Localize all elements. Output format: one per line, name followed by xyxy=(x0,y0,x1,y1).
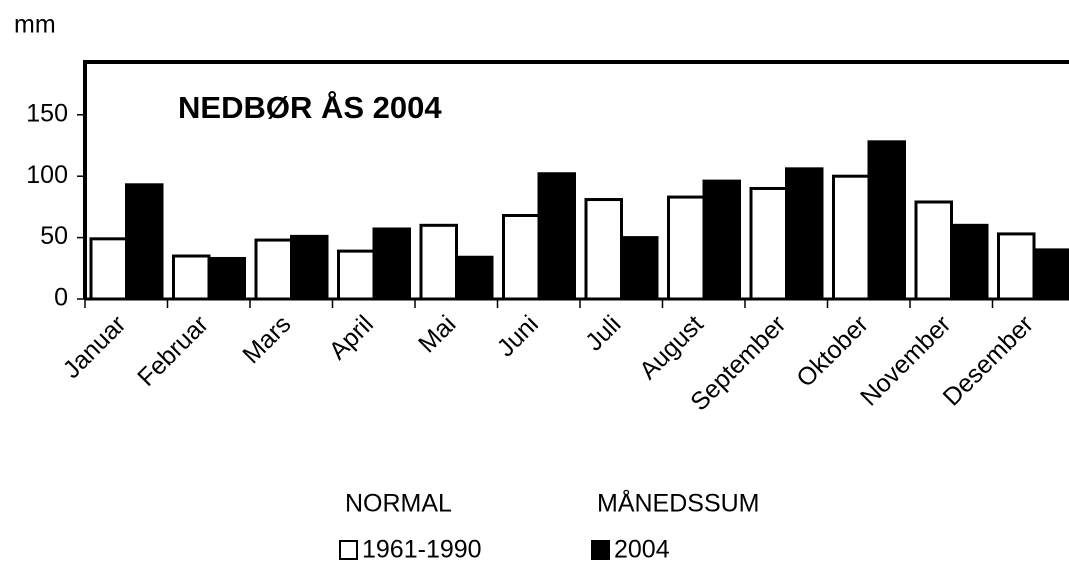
bar xyxy=(337,249,376,301)
bar xyxy=(254,238,293,301)
bar xyxy=(584,198,623,301)
bar xyxy=(290,234,329,301)
bar xyxy=(620,236,659,301)
bar xyxy=(785,167,824,301)
x-tick-label: Februar xyxy=(132,310,214,392)
bar xyxy=(667,195,706,301)
x-tick-label: Desember xyxy=(938,310,1039,411)
legend-label: 1961-1990 xyxy=(362,536,482,564)
bar xyxy=(172,254,211,301)
bar xyxy=(537,172,576,301)
bar xyxy=(832,174,871,301)
y-tick-label: 50 xyxy=(40,222,68,250)
bar xyxy=(502,213,541,301)
x-tick-label: Juni xyxy=(492,310,544,362)
bar xyxy=(125,183,164,301)
bar xyxy=(419,223,458,301)
legend-swatch xyxy=(339,540,358,560)
x-tick-label: August xyxy=(634,310,709,385)
bar xyxy=(1032,248,1069,301)
bar xyxy=(997,232,1036,301)
chart-title: NEDBØR ÅS 2004 xyxy=(178,90,442,125)
bar xyxy=(89,237,128,301)
x-tick-label: Oktober xyxy=(791,310,874,393)
bar xyxy=(455,255,494,301)
x-tick-label: Mai xyxy=(413,310,461,358)
bar xyxy=(749,186,788,301)
bar xyxy=(702,179,741,301)
x-tick-label: April xyxy=(324,310,379,365)
legend-swatch xyxy=(591,540,610,560)
bar xyxy=(914,200,953,301)
y-tick-label: 0 xyxy=(54,284,68,312)
x-tick-label: Juli xyxy=(580,310,626,356)
legend-heading: MÅNEDSSUM xyxy=(597,488,760,518)
bar xyxy=(867,140,906,301)
bar xyxy=(950,223,989,301)
bar xyxy=(207,256,246,301)
y-tick-label: 100 xyxy=(26,161,68,189)
x-tick-label: Mars xyxy=(237,310,296,369)
x-tick-label: Januar xyxy=(58,310,132,384)
legend-label: 2004 xyxy=(614,536,670,564)
plot-frame xyxy=(83,60,1069,299)
y-tick-label: 150 xyxy=(26,99,68,127)
y-axis-label: mm xyxy=(14,11,56,39)
legend-heading: NORMAL xyxy=(345,490,452,518)
bar xyxy=(372,227,411,301)
